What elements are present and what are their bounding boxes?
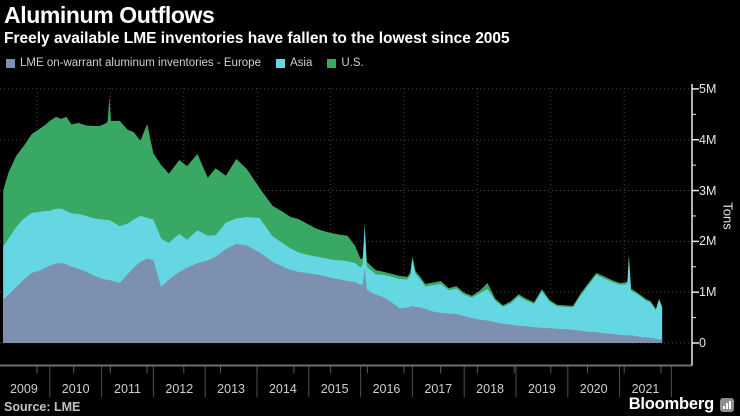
legend-swatch-icon [327,58,337,68]
x-tick-label: 2015 [320,382,349,396]
y-tick-label: 0 [699,336,706,350]
page-title: Aluminum Outflows [4,2,215,28]
x-tick-label: 2013 [217,382,245,396]
y-tick-label: 2M [699,234,717,249]
bar-chart-icon [720,397,734,412]
y-axis-title: Tons [720,202,736,230]
bloomberg-wordmark: Bloomberg [628,395,714,413]
x-tick-label: 2018 [476,382,504,396]
y-tick-label: 5M [699,81,717,96]
legend-item-us: U.S. [327,57,364,69]
legend-item-europe: LME on-warrant aluminum inventories - Eu… [6,57,261,69]
x-tick-label: 2011 [114,382,141,396]
source-note: Source: LME [4,400,81,414]
x-tick-label: 2010 [61,382,90,396]
x-tick-label: 2012 [165,382,194,396]
legend-label: U.S. [341,57,364,69]
legend-swatch-icon [275,58,285,68]
bloomberg-logo: Bloomberg [629,395,734,414]
legend-item-asia: Asia [275,57,313,69]
area-europe [3,243,663,343]
x-tick-label: 2019 [527,382,556,396]
x-tick-label: 2020 [579,382,608,396]
legend-label: LME on-warrant aluminum inventories - Eu… [20,57,261,69]
y-tick-label: 3M [699,183,717,198]
x-tick-label: 2009 [9,382,38,396]
x-tick-label: 2016 [372,382,401,396]
x-tick-label: 2021 [631,382,660,396]
y-tick-label: 1M [699,285,717,300]
chart-legend: LME on-warrant aluminum inventories - Eu… [6,57,364,69]
x-tick-label: 2017 [424,382,453,396]
chart-subtitle: Freely available LME inventories have fa… [4,30,510,47]
y-tick-label: 4M [699,132,717,147]
x-tick-label: 2014 [268,382,297,396]
legend-label: Asia [289,57,313,69]
legend-swatch-icon [6,58,15,68]
